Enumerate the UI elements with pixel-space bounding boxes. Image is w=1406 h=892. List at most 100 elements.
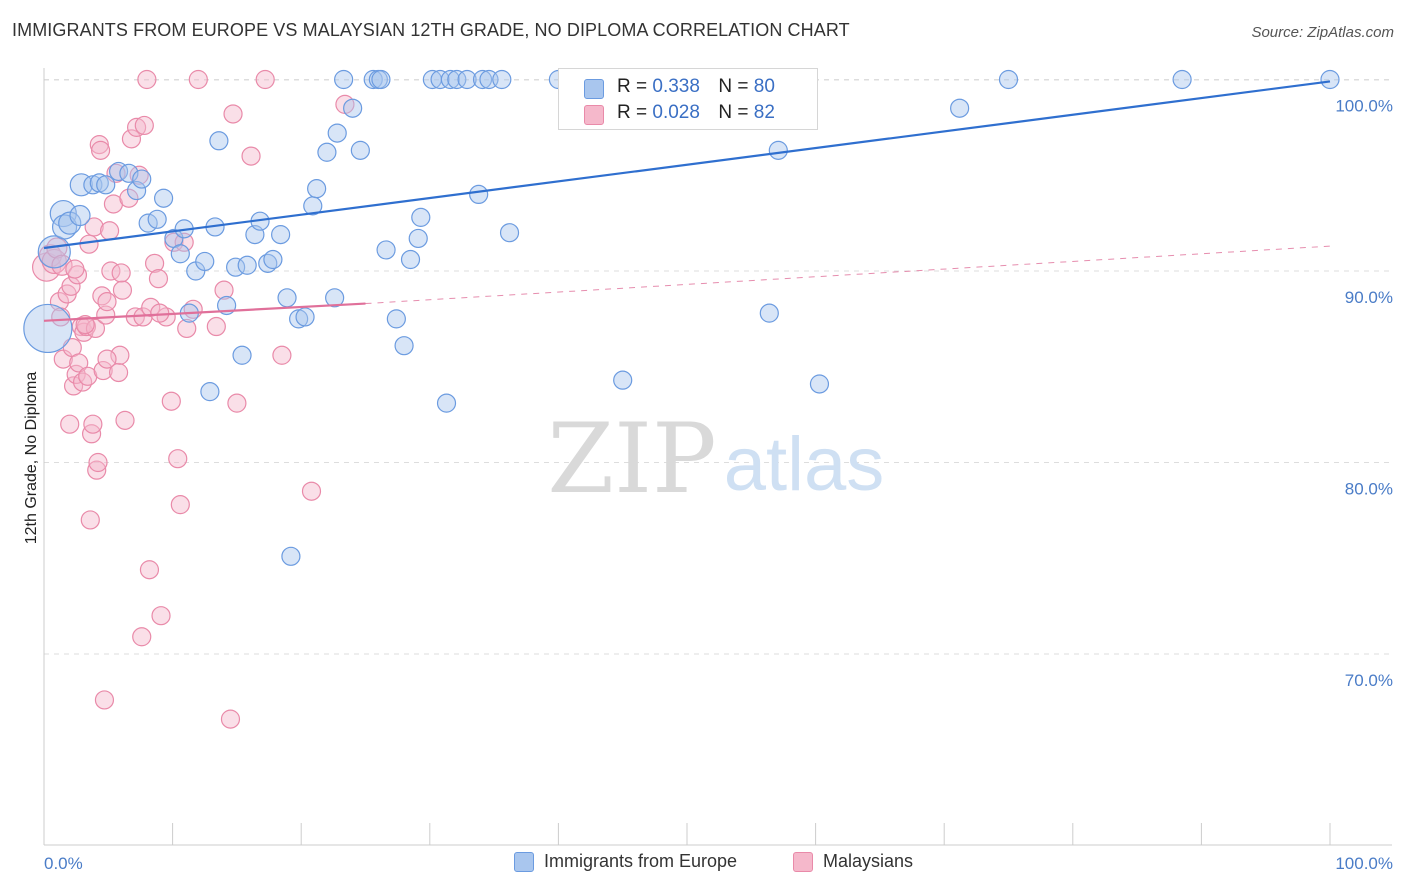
europe-point: [363, 69, 383, 90]
malaysians-point: [60, 414, 80, 434]
europe-point: [371, 69, 391, 90]
europe-point: [492, 69, 512, 90]
europe-point: [69, 204, 91, 227]
grid-lines: [44, 79, 1392, 655]
europe-point: [436, 393, 457, 413]
europe-point: [258, 253, 278, 273]
malaysians-point: [119, 188, 139, 208]
source-label: Source: ZipAtlas.com: [1251, 24, 1394, 41]
europe-point: [209, 131, 229, 151]
r-value-malaysians: 0.028: [652, 102, 700, 123]
x-tick-label-max: 100.0%: [1335, 854, 1393, 873]
europe-point: [809, 374, 830, 394]
legend-swatch-europe: [584, 79, 604, 99]
r-label: R =: [617, 76, 648, 97]
malaysians-point: [93, 360, 113, 381]
malaysians-point: [110, 345, 130, 365]
malaysians-point: [97, 292, 117, 312]
malaysians-point: [83, 414, 103, 434]
europe-point: [237, 255, 257, 275]
watermark-atlas: atlas: [724, 422, 885, 507]
axes: [43, 68, 1392, 846]
malaysians-point: [148, 269, 169, 289]
malaysians-point: [80, 510, 100, 530]
malaysians-point: [214, 280, 234, 300]
correlation-legend: R = 0.338 N = 80 R = 0.028 N = 82: [558, 68, 818, 130]
r-label: R =: [617, 102, 648, 123]
europe-point: [394, 336, 414, 356]
malaysians-point: [69, 353, 89, 373]
europe-point: [469, 184, 489, 204]
legend-item-europe[interactable]: Immigrants from Europe: [514, 851, 737, 872]
europe-point: [334, 69, 354, 90]
europe-point: [440, 69, 460, 90]
malaysians-point: [75, 315, 95, 335]
europe-point: [430, 69, 450, 90]
europe-trend-line: [43, 80, 1331, 250]
europe-point: [37, 235, 71, 269]
europe-point: [126, 180, 147, 201]
malaysians-point: [99, 221, 120, 241]
europe-point: [376, 240, 396, 260]
europe-point: [759, 303, 779, 323]
malaysians-point: [126, 117, 147, 137]
malaysians-trend-extension: [365, 245, 1331, 305]
malaysians-point: [65, 259, 85, 279]
malaysians-point: [137, 69, 157, 90]
malaysians-point: [220, 709, 241, 729]
europe-point: [386, 309, 406, 329]
malaysians-point: [90, 140, 111, 160]
watermark-zip: ZIP: [547, 403, 716, 515]
malaysians-point: [168, 449, 188, 469]
malaysians-point: [121, 129, 142, 149]
malaysians-point: [177, 318, 197, 339]
malaysians-point: [188, 69, 208, 90]
europe-point: [96, 175, 116, 195]
europe-point: [263, 249, 283, 270]
chart-title: IMMIGRANTS FROM EUROPE VS MALAYSIAN 12TH…: [12, 20, 850, 40]
r-value-europe: 0.338: [652, 76, 700, 97]
trend-lines: [43, 80, 1331, 322]
malaysians-point: [108, 362, 129, 383]
y-axis-label: 12th Grade, No Diploma: [23, 372, 40, 545]
n-value-malaysians: 82: [753, 102, 775, 123]
europe-point: [147, 209, 167, 229]
y-tick-label-90: 90.0%: [1345, 288, 1393, 307]
malaysians-point: [132, 627, 152, 647]
legend-swatch-malaysians: [793, 851, 813, 872]
malaysians-point: [89, 135, 109, 155]
malaysians-point: [94, 690, 115, 710]
europe-point: [768, 140, 788, 160]
malaysians-point: [241, 146, 261, 166]
malaysians-point: [223, 104, 243, 124]
y-tick-labels: 70.0% 80.0% 90.0% 100.0%: [1335, 97, 1393, 691]
malaysians-point: [87, 460, 107, 480]
legend-row-europe: R = 0.338 N = 80: [584, 76, 775, 99]
y-tick-label-100: 100.0%: [1335, 97, 1393, 116]
y-tick-label-80: 80.0%: [1345, 480, 1393, 499]
europe-point: [950, 98, 970, 118]
watermark: ZIP atlas: [547, 403, 884, 515]
legend-swatch-malaysians: [584, 105, 604, 125]
europe-point: [1320, 69, 1340, 90]
malaysians-point: [81, 424, 102, 444]
legend-item-malaysians[interactable]: Malaysians: [793, 851, 913, 872]
malaysians-point: [170, 495, 190, 515]
europe-point: [343, 98, 363, 118]
europe-point: [307, 179, 327, 199]
europe-point: [457, 69, 477, 90]
europe-point: [411, 207, 431, 227]
x-tick-label-min: 0.0%: [44, 854, 83, 873]
malaysians-point: [161, 391, 181, 411]
europe-point: [271, 225, 291, 245]
malaysians-point: [111, 263, 131, 283]
malaysians-trend-line: [43, 302, 366, 322]
malaysians-point: [92, 286, 112, 306]
n-value-europe: 80: [753, 76, 775, 97]
europe-point: [408, 228, 428, 249]
legend-row-malaysians: R = 0.028 N = 82: [584, 102, 775, 125]
europe-point: [1172, 69, 1192, 90]
malaysians-point: [272, 345, 292, 365]
malaysians-point: [49, 292, 70, 312]
malaysians-point: [144, 253, 165, 273]
